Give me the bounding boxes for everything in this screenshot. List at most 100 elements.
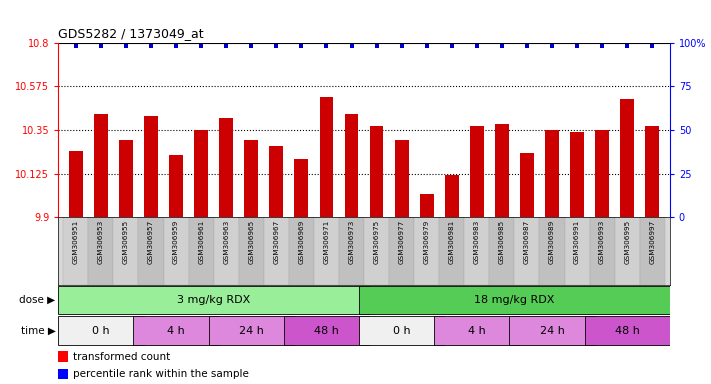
Text: GSM306991: GSM306991 (574, 219, 580, 263)
Bar (194, 130, 208, 217)
Text: transformed count: transformed count (73, 352, 170, 362)
Text: GSM306953: GSM306953 (98, 219, 104, 263)
Text: 4 h: 4 h (167, 326, 185, 336)
Bar (614, 217, 640, 285)
Bar (58, 351, 68, 362)
Text: GSM306965: GSM306965 (248, 219, 255, 263)
Bar (219, 118, 233, 217)
Bar (514, 217, 540, 285)
Point (446, 43, 457, 49)
Bar (169, 155, 183, 217)
Bar (395, 140, 409, 217)
Point (120, 43, 132, 49)
Bar (520, 153, 534, 217)
Text: time ▶: time ▶ (21, 326, 55, 336)
Point (396, 43, 407, 49)
Bar (509, 316, 594, 345)
Bar (570, 132, 584, 217)
Text: GSM306987: GSM306987 (524, 219, 530, 263)
Point (95, 43, 107, 49)
Point (321, 43, 332, 49)
Text: 48 h: 48 h (615, 326, 640, 336)
Bar (88, 217, 114, 285)
Bar (589, 217, 614, 285)
Text: GSM306973: GSM306973 (348, 219, 355, 263)
Bar (214, 217, 239, 285)
Bar (284, 316, 369, 345)
Text: GSM306985: GSM306985 (499, 219, 505, 263)
Text: GSM306971: GSM306971 (324, 219, 329, 263)
Text: 4 h: 4 h (468, 326, 486, 336)
Text: GSM306969: GSM306969 (299, 219, 304, 263)
Point (496, 43, 508, 49)
Bar (58, 286, 369, 314)
Bar (134, 316, 219, 345)
Point (521, 43, 533, 49)
Text: GSM306977: GSM306977 (399, 219, 405, 263)
Text: GSM306959: GSM306959 (173, 219, 179, 263)
Bar (339, 217, 364, 285)
Bar (419, 194, 434, 217)
Bar (595, 130, 609, 217)
Bar (370, 126, 383, 217)
Point (145, 43, 156, 49)
Point (171, 43, 182, 49)
Bar (495, 124, 509, 217)
Point (597, 43, 608, 49)
Text: 18 mg/kg RDX: 18 mg/kg RDX (474, 295, 555, 305)
Bar (239, 217, 264, 285)
Bar (439, 217, 464, 285)
Text: GSM306995: GSM306995 (624, 219, 630, 263)
Bar (245, 140, 258, 217)
Point (572, 43, 583, 49)
Bar (414, 217, 439, 285)
Point (245, 43, 257, 49)
Bar (208, 316, 294, 345)
Point (371, 43, 383, 49)
Bar (94, 114, 108, 217)
Text: 48 h: 48 h (314, 326, 339, 336)
Text: GSM306955: GSM306955 (123, 219, 129, 263)
Text: GSM306983: GSM306983 (474, 219, 480, 263)
Bar (434, 316, 520, 345)
Bar (58, 316, 144, 345)
Text: GSM306997: GSM306997 (649, 219, 656, 263)
Point (471, 43, 483, 49)
Bar (470, 126, 483, 217)
Point (70, 43, 82, 49)
Text: GSM306975: GSM306975 (373, 219, 380, 263)
Text: 0 h: 0 h (392, 326, 410, 336)
Text: GSM306993: GSM306993 (599, 219, 605, 263)
Text: GSM306963: GSM306963 (223, 219, 229, 263)
Bar (289, 217, 314, 285)
Bar (584, 316, 670, 345)
Bar (620, 99, 634, 217)
Point (546, 43, 557, 49)
Bar (545, 130, 559, 217)
Point (296, 43, 307, 49)
Text: percentile rank within the sample: percentile rank within the sample (73, 369, 248, 379)
Text: 0 h: 0 h (92, 326, 109, 336)
Bar (63, 217, 88, 285)
Bar (389, 217, 414, 285)
Point (621, 43, 633, 49)
Bar (364, 217, 389, 285)
Text: 24 h: 24 h (239, 326, 264, 336)
Bar (114, 217, 139, 285)
Bar (565, 217, 589, 285)
Text: GSM306989: GSM306989 (549, 219, 555, 263)
Bar (164, 217, 188, 285)
Text: 24 h: 24 h (540, 326, 565, 336)
Text: 3 mg/kg RDX: 3 mg/kg RDX (177, 295, 250, 305)
Bar (69, 151, 82, 217)
Text: GSM306961: GSM306961 (198, 219, 204, 263)
Text: GSM306967: GSM306967 (273, 219, 279, 263)
Bar (345, 114, 358, 217)
Point (346, 43, 357, 49)
Bar (119, 140, 133, 217)
Point (421, 43, 432, 49)
Bar (314, 217, 339, 285)
Bar (359, 286, 670, 314)
Text: dose ▶: dose ▶ (19, 295, 55, 305)
Bar (359, 316, 444, 345)
